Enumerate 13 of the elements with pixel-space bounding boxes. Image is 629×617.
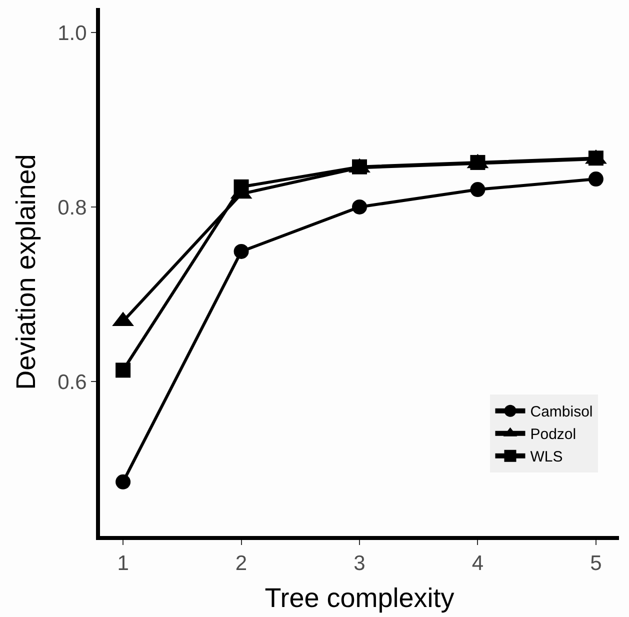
y-tick-label: 0.8 xyxy=(58,196,87,220)
x-tick-label: 5 xyxy=(590,552,602,576)
x-tick-label: 4 xyxy=(472,552,484,576)
legend-label: WLS xyxy=(530,448,563,466)
x-axis-title: Tree complexity xyxy=(264,583,455,614)
y-axis-title: Deviation explained xyxy=(11,154,42,390)
y-tick-label: 1.0 xyxy=(58,22,87,45)
x-tick-label: 2 xyxy=(235,552,248,576)
x-tick-label: 1 xyxy=(117,552,129,576)
legend-label: Cambisol xyxy=(530,404,593,421)
x-tick-label: 3 xyxy=(354,552,366,576)
y-tick-label: 0.6 xyxy=(58,370,87,394)
legend-label: Podzol xyxy=(530,426,576,444)
